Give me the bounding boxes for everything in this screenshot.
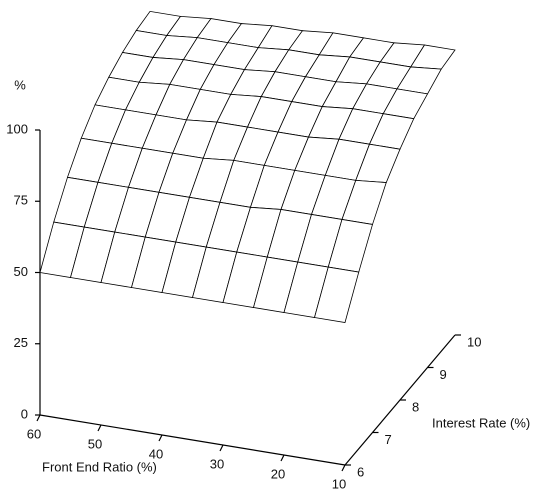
z-tick-label: 50 [14,264,28,279]
x-tick-label: 10 [332,476,346,491]
z-tick-label: 100 [6,121,28,136]
x-tick-label: 20 [271,466,285,481]
x-tick-label: 40 [149,446,163,461]
y-tick-label: 7 [385,432,392,447]
surface-cell [313,266,360,323]
x-tick-label: 50 [88,436,102,451]
x-axis-label: Front End Ratio (%) [42,459,157,474]
x-tick [97,424,102,432]
x-tick-label: 60 [27,426,41,441]
z-tick-label: 0 [21,406,28,421]
x-tick [36,414,41,422]
z-tick-label: 25 [14,335,28,350]
x-tick [219,444,224,452]
x-axis [39,414,346,466]
z-axis-label: % [14,77,26,92]
x-tick-label: 30 [210,456,224,471]
z-tick-label: 75 [14,193,28,208]
y-axis-label: Interest Rate (%) [432,415,530,430]
x-tick [280,454,285,462]
y-tick-label: 10 [467,334,481,349]
x-tick [158,434,163,442]
y-tick-label: 8 [412,399,419,414]
y-tick-label: 9 [440,367,447,382]
x-tick [341,464,346,472]
y-tick-label: 6 [357,464,364,479]
